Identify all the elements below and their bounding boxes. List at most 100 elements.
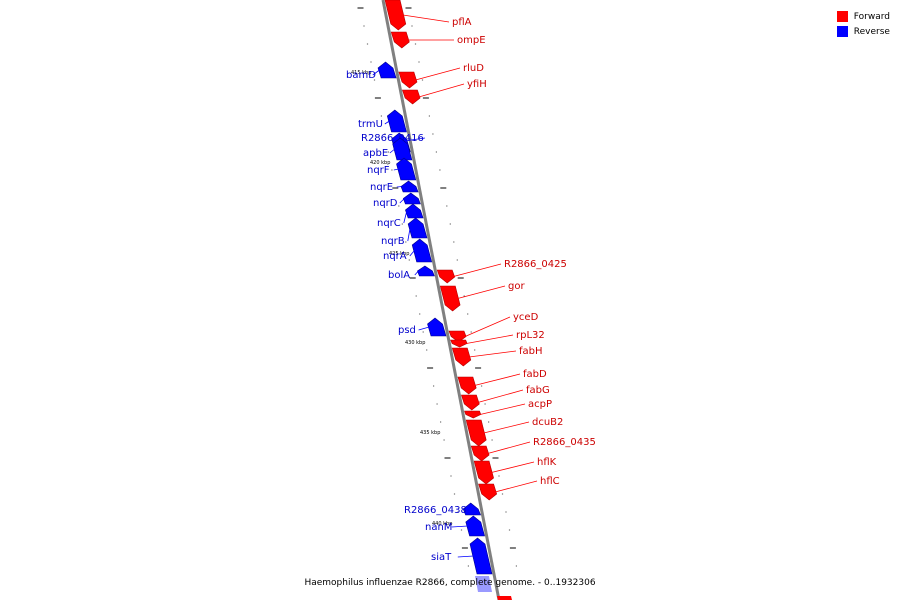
gene-label[interactable]: hflK [537,457,557,468]
gene-arrow[interactable] [460,394,480,411]
gene-label[interactable]: nqrC [377,218,401,229]
gene-R2866_0425[interactable]: R2866_0425 [436,259,567,284]
gene-bolA[interactable]: bolA [388,265,435,281]
gene-arrow[interactable] [464,410,482,419]
gene-label[interactable]: dcuB2 [532,417,563,428]
gene-fabD[interactable]: fabD [457,369,547,395]
gene-label[interactable]: nqrA [383,251,407,262]
gene-yfiH[interactable]: yfiH [401,79,487,105]
genome-caption: Haemophilus influenzae R2866, complete g… [304,578,596,588]
gene-arrow[interactable] [407,217,428,239]
gene-label[interactable]: R2866_0425 [504,259,567,270]
gene-arrow[interactable] [478,483,498,501]
gene-features: pflA ompE bamD rluD yfiH trmU R2866_0416 apbE nq… [346,0,596,600]
gene-label[interactable]: hflC [540,476,560,487]
gene-hflC[interactable]: hflC [478,476,560,501]
gene-arrow[interactable] [473,460,494,485]
gene-hflK[interactable]: hflK [473,457,557,485]
gene-arrow[interactable] [436,269,456,284]
gene-label[interactable]: bamD [346,70,376,81]
gene-arrow[interactable] [401,89,421,105]
gene-label[interactable]: nanM [425,522,452,533]
gene-label[interactable]: R2866_0416 [361,133,424,144]
gene-fabH[interactable]: fabH [451,346,543,367]
gene-label[interactable]: R2866_0435 [533,437,596,448]
gene-label[interactable]: fabG [526,385,550,396]
gene-nanM[interactable]: nanM [425,515,485,537]
gene-label[interactable]: fabD [523,369,547,380]
gene-psd[interactable]: psd [398,317,447,337]
gene-nqrB[interactable]: nqrB [381,217,428,247]
gene-arrow[interactable] [417,265,435,277]
gene-label[interactable]: R2866_0438 [404,505,467,516]
gene-gor[interactable]: gor [439,281,525,312]
gene-leader-line [372,69,380,76]
gene-label[interactable]: acpP [528,399,552,410]
gene-acpP[interactable]: acpP [464,399,553,419]
gene-label[interactable]: nqrB [381,236,405,247]
gene-leader-line [396,186,403,188]
gene-label[interactable]: trmU [358,119,383,130]
gene-R2866_0435[interactable]: R2866_0435 [470,437,596,462]
gene-arrow[interactable] [465,515,485,537]
gene-yceD[interactable]: yceD [448,312,539,343]
gene-siaT[interactable]: siaT [431,537,493,575]
gene-arrow[interactable] [470,445,490,462]
gene-label[interactable]: ompE [457,35,486,46]
gene-arrow[interactable] [398,71,418,89]
gene-label[interactable]: nqrF [367,165,390,176]
gene-label[interactable]: nqrE [370,182,393,193]
gene-label[interactable]: rpL32 [516,330,545,341]
gene-bamD[interactable]: bamD [346,61,397,81]
strand-legend: Forward Reverse [836,9,890,39]
gene-leader-line [457,285,506,299]
gene-arrow[interactable] [384,0,407,31]
gene-arrow[interactable] [457,376,477,395]
gene-label[interactable]: psd [398,325,416,336]
gene-label[interactable]: siaT [431,552,452,563]
gene-arrow[interactable] [448,330,467,343]
gene-label[interactable]: yfiH [467,79,487,90]
gene-arrow[interactable] [465,419,487,447]
gene-label[interactable]: pflA [452,17,472,28]
gene-nqrE[interactable]: nqrE [370,180,419,193]
gene-leader-line [402,14,450,23]
gene-arrow[interactable] [439,285,461,312]
gene-arrow[interactable] [427,317,447,337]
gene-ompE[interactable]: ompE [390,31,486,49]
gene-rluD[interactable]: rluD [398,63,484,89]
gene-label[interactable]: bolA [388,270,410,281]
gene-arrow[interactable] [469,537,493,575]
gene-nqrA[interactable]: nqrA [383,238,433,263]
gene-label[interactable]: yceD [513,312,539,323]
gene-fabG[interactable]: fabG [460,385,550,411]
gene-label[interactable]: rluD [463,63,484,74]
gene-R2866_0438[interactable]: R2866_0438 [404,502,482,516]
gene-arrow[interactable] [402,192,421,205]
gene-arrow[interactable] [450,339,468,348]
gene-leader-line [393,168,399,171]
gene-nqrD[interactable]: nqrD [373,192,421,209]
gene-label[interactable]: apbE [363,148,388,159]
gene-leader-line [384,120,390,125]
gene-leader-line [466,334,514,344]
gene-label[interactable]: fabH [519,346,543,357]
gene-dcuB2[interactable]: dcuB2 [465,417,563,447]
gene-arrow[interactable] [451,347,472,367]
gene-rpL32[interactable]: rpL32 [450,330,545,348]
gene-leader-line [474,373,521,386]
gene-arrow[interactable] [411,238,433,263]
gene-nqrF[interactable]: nqrF [367,157,417,181]
gene-trmU[interactable]: trmU [358,109,407,133]
gene-arrow[interactable] [405,203,424,219]
gene-arrow[interactable] [377,61,397,79]
gene-label[interactable]: gor [508,281,525,292]
gene-arrow[interactable] [386,109,407,133]
gene-pflA[interactable]: pflA [384,0,472,31]
gene-arrow[interactable] [462,502,482,516]
gene-arrow[interactable] [390,31,410,49]
gene-arrow[interactable] [400,180,419,193]
gene-arrow[interactable] [396,157,417,181]
gene-label[interactable]: nqrD [373,198,398,209]
